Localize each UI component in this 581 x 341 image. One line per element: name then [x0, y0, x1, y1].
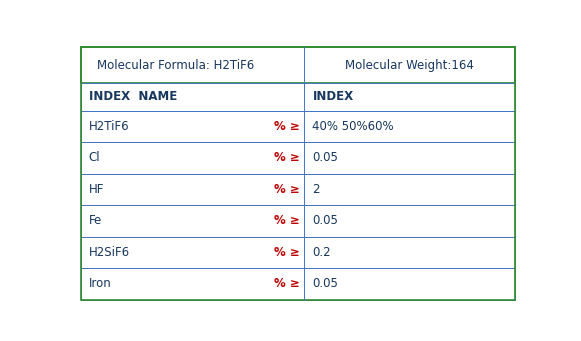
- Text: H2SiF6: H2SiF6: [89, 246, 130, 259]
- Text: % ≥: % ≥: [274, 246, 300, 259]
- Text: Iron: Iron: [89, 277, 112, 290]
- Text: INDEX  NAME: INDEX NAME: [89, 90, 177, 103]
- Text: 0.05: 0.05: [313, 277, 338, 290]
- Text: % ≥: % ≥: [274, 214, 300, 227]
- Text: H2TiF6: H2TiF6: [89, 120, 130, 133]
- Text: 2: 2: [313, 183, 320, 196]
- Text: Fe: Fe: [89, 214, 102, 227]
- Text: % ≥: % ≥: [274, 120, 300, 133]
- Text: HF: HF: [89, 183, 104, 196]
- Text: Molecular Formula: H2TiF6: Molecular Formula: H2TiF6: [97, 59, 254, 72]
- Text: 40% 50%60%: 40% 50%60%: [313, 120, 394, 133]
- Text: Molecular Weight:164: Molecular Weight:164: [345, 59, 474, 72]
- Text: Cl: Cl: [89, 151, 101, 164]
- Text: % ≥: % ≥: [274, 183, 300, 196]
- Text: INDEX: INDEX: [313, 90, 353, 103]
- Text: % ≥: % ≥: [274, 277, 300, 290]
- Text: 0.05: 0.05: [313, 214, 338, 227]
- Text: % ≥: % ≥: [274, 151, 300, 164]
- Text: 0.2: 0.2: [313, 246, 331, 259]
- Text: 0.05: 0.05: [313, 151, 338, 164]
